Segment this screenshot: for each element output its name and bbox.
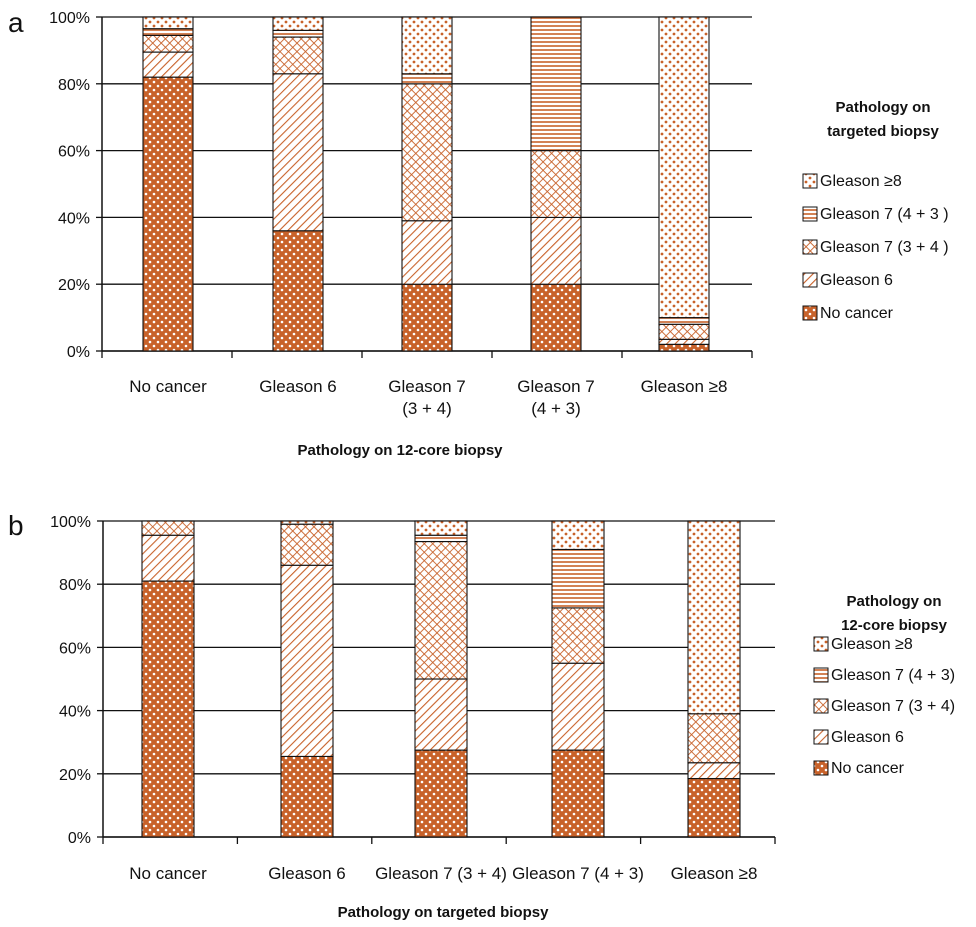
bar-segment-gleason-7-4-3-gleason-7-4-3 [551,548,605,609]
bar-segment-gleason-6-gleason-7-4-3 [272,29,324,38]
bar-segment-gleason-6-gleason-6 [280,564,334,757]
legend-label-gleason-6: Gleason 6 [831,729,904,746]
x-tick-label: Gleason 7 (4 + 3) [512,864,644,883]
bar-segment-no-cancer-gleason-6 [142,51,194,78]
bar-segment-no-cancer-gleason-6 [141,534,195,582]
bar-segment-no-cancer-no-cancer [141,580,195,838]
y-tick-label: 60% [59,640,91,657]
y-tick-label: 40% [58,210,90,227]
legend-swatch-no-cancer [802,305,818,321]
bar-segment-gleason-gte-8-gleason-6 [687,762,741,780]
panel-letter: b [8,510,24,541]
bar-segment-gleason-7-4-3-gleason-gte-8 [551,520,605,550]
bar-segment-gleason-7-3-4-gleason-7-3-4 [414,540,468,680]
x-tick-label: No cancer [129,864,207,883]
bar-segment-gleason-7-3-4-gleason-6 [414,678,468,751]
bar-segment-gleason-7-3-4-no-cancer [401,283,453,352]
x-tick-label: Gleason ≥8 [671,864,758,883]
y-tick-label: 80% [58,77,90,94]
x-tick-label: Gleason 7 (3 + 4) [375,864,507,883]
bar-segment-gleason-7-4-3-gleason-7-3-4 [530,150,582,218]
bar-segment-gleason-7-4-3-gleason-6 [530,216,582,285]
legend-label-no-cancer: No cancer [831,760,905,777]
legend-label-gleason-7-4-3: Gleason 7 (4 + 3 ) [820,206,949,223]
legend-swatch-gleason-gte-8 [802,173,818,189]
bar-segment-gleason-6-gleason-gte-8 [272,16,324,31]
bar-segment-gleason-gte-8-gleason-6 [658,338,710,345]
chart-panel-b: b 0% 20% 40% 60% 80% 100% No cancer Gleason 6 Gle… [8,510,955,921]
legend-swatch-gleason-gte-8 [813,636,829,652]
legend-label-no-cancer: No cancer [820,305,894,322]
y-tick-label: 100% [50,514,91,531]
bar-segment-gleason-gte-8-gleason-7-3-4 [658,323,710,340]
x-tick-label: Gleason ≥8 [641,377,728,396]
x-tick-label: Gleason 6 [259,377,337,396]
bar-segment-gleason-7-3-4-gleason-6 [401,220,453,285]
bar-segment-gleason-gte-8-gleason-gte-8 [687,520,741,715]
bar-segment-gleason-7-4-3-gleason-6 [551,662,605,751]
bar-segment-gleason-gte-8-no-cancer [687,777,741,838]
legend-swatch-no-cancer [813,760,829,776]
bar-segment-gleason-gte-8-no-cancer [658,343,710,352]
x-tick-label: Gleason 7 (3 + 4) [388,377,466,418]
bar-segment-no-cancer-gleason-gte-8 [142,16,194,30]
panel-letter: a [8,7,24,38]
x-tick-label: No cancer [129,377,207,396]
y-tick-label: 100% [49,10,90,27]
y-tick-label: 0% [67,344,90,361]
x-axis-title: Pathology on 12-core biopsy [297,442,503,459]
bar-segment-gleason-7-3-4-gleason-7-3-4 [401,83,453,222]
legend-swatch-gleason-7-4-3 [802,206,818,222]
x-tick-label: Gleason 6 [268,864,346,883]
bar-segment-no-cancer-gleason-7-4-3 [142,28,194,36]
bar-segment-gleason-6-no-cancer [280,755,334,838]
bar-segment-gleason-6-gleason-7-3-4 [272,36,324,75]
legend-swatch-gleason-7-3-4 [813,698,829,714]
x-tick-label: Gleason 7 (4 + 3) [517,377,595,418]
bar-segment-gleason-gte-8-gleason-7-3-4 [687,713,741,764]
y-tick-label: 80% [59,577,91,594]
y-tick-label: 20% [58,277,90,294]
bar-segment-gleason-7-3-4-gleason-7-4-3 [401,73,453,85]
bar-segment-gleason-gte-8-gleason-gte-8 [658,16,710,319]
legend-swatch-gleason-7-4-3 [813,667,829,683]
legend-label-gleason-gte-8: Gleason ≥8 [831,636,913,653]
bar-segment-no-cancer-gleason-7-3-4 [142,34,194,53]
x-axis-title: Pathology on targeted biopsy [338,904,550,921]
bar-segment-no-cancer-gleason-7-3-4 [141,520,195,536]
bar-segment-gleason-7-3-4-no-cancer [414,749,468,838]
bar-segment-gleason-7-4-3-gleason-7-4-3 [530,16,582,152]
bar-segment-gleason-7-4-3-gleason-7-3-4 [551,607,605,664]
legend-label-gleason-7-3-4: Gleason 7 (3 + 4 ) [820,239,949,256]
legend-swatch-gleason-7-3-4 [802,239,818,255]
bar-segment-no-cancer-no-cancer [142,76,194,352]
y-tick-label: 0% [68,830,91,847]
bar-segment-gleason-7-3-4-gleason-gte-8 [414,520,468,536]
legend-label-gleason-7-4-3: Gleason 7 (4 + 3) [831,667,955,684]
y-tick-label: 60% [58,144,90,161]
bar-segment-gleason-7-3-4-gleason-7-4-3 [414,534,468,543]
bar-segment-gleason-6-gleason-7-3-4 [280,523,334,566]
legend-label-gleason-gte-8: Gleason ≥8 [820,173,902,190]
bar-segment-gleason-gte-8-gleason-7-4-3 [658,317,710,325]
y-tick-label: 20% [59,767,91,784]
bar-segment-gleason-7-4-3-no-cancer [530,283,582,352]
legend-swatch-gleason-6 [802,272,818,288]
y-tick-label: 40% [59,704,91,721]
chart-panel-a: a 0% 20% 40% 60% 80% 100% No cancer Gleason 6 Gle… [8,7,949,459]
legend-swatch-gleason-6 [813,729,829,745]
bar-segment-gleason-6-gleason-gte-8 [280,520,334,525]
legend-label-gleason-6: Gleason 6 [820,272,893,289]
bar-segment-gleason-7-3-4-gleason-gte-8 [401,16,453,75]
legend-title: Pathology on 12-core biopsy [841,593,948,634]
bar-segment-gleason-6-no-cancer [272,230,324,352]
legend-title: Pathology on targeted biopsy [827,99,939,140]
bar-segment-gleason-6-gleason-6 [272,73,324,232]
bar-segment-gleason-7-4-3-no-cancer [551,749,605,838]
legend-label-gleason-7-3-4: Gleason 7 (3 + 4) [831,698,955,715]
